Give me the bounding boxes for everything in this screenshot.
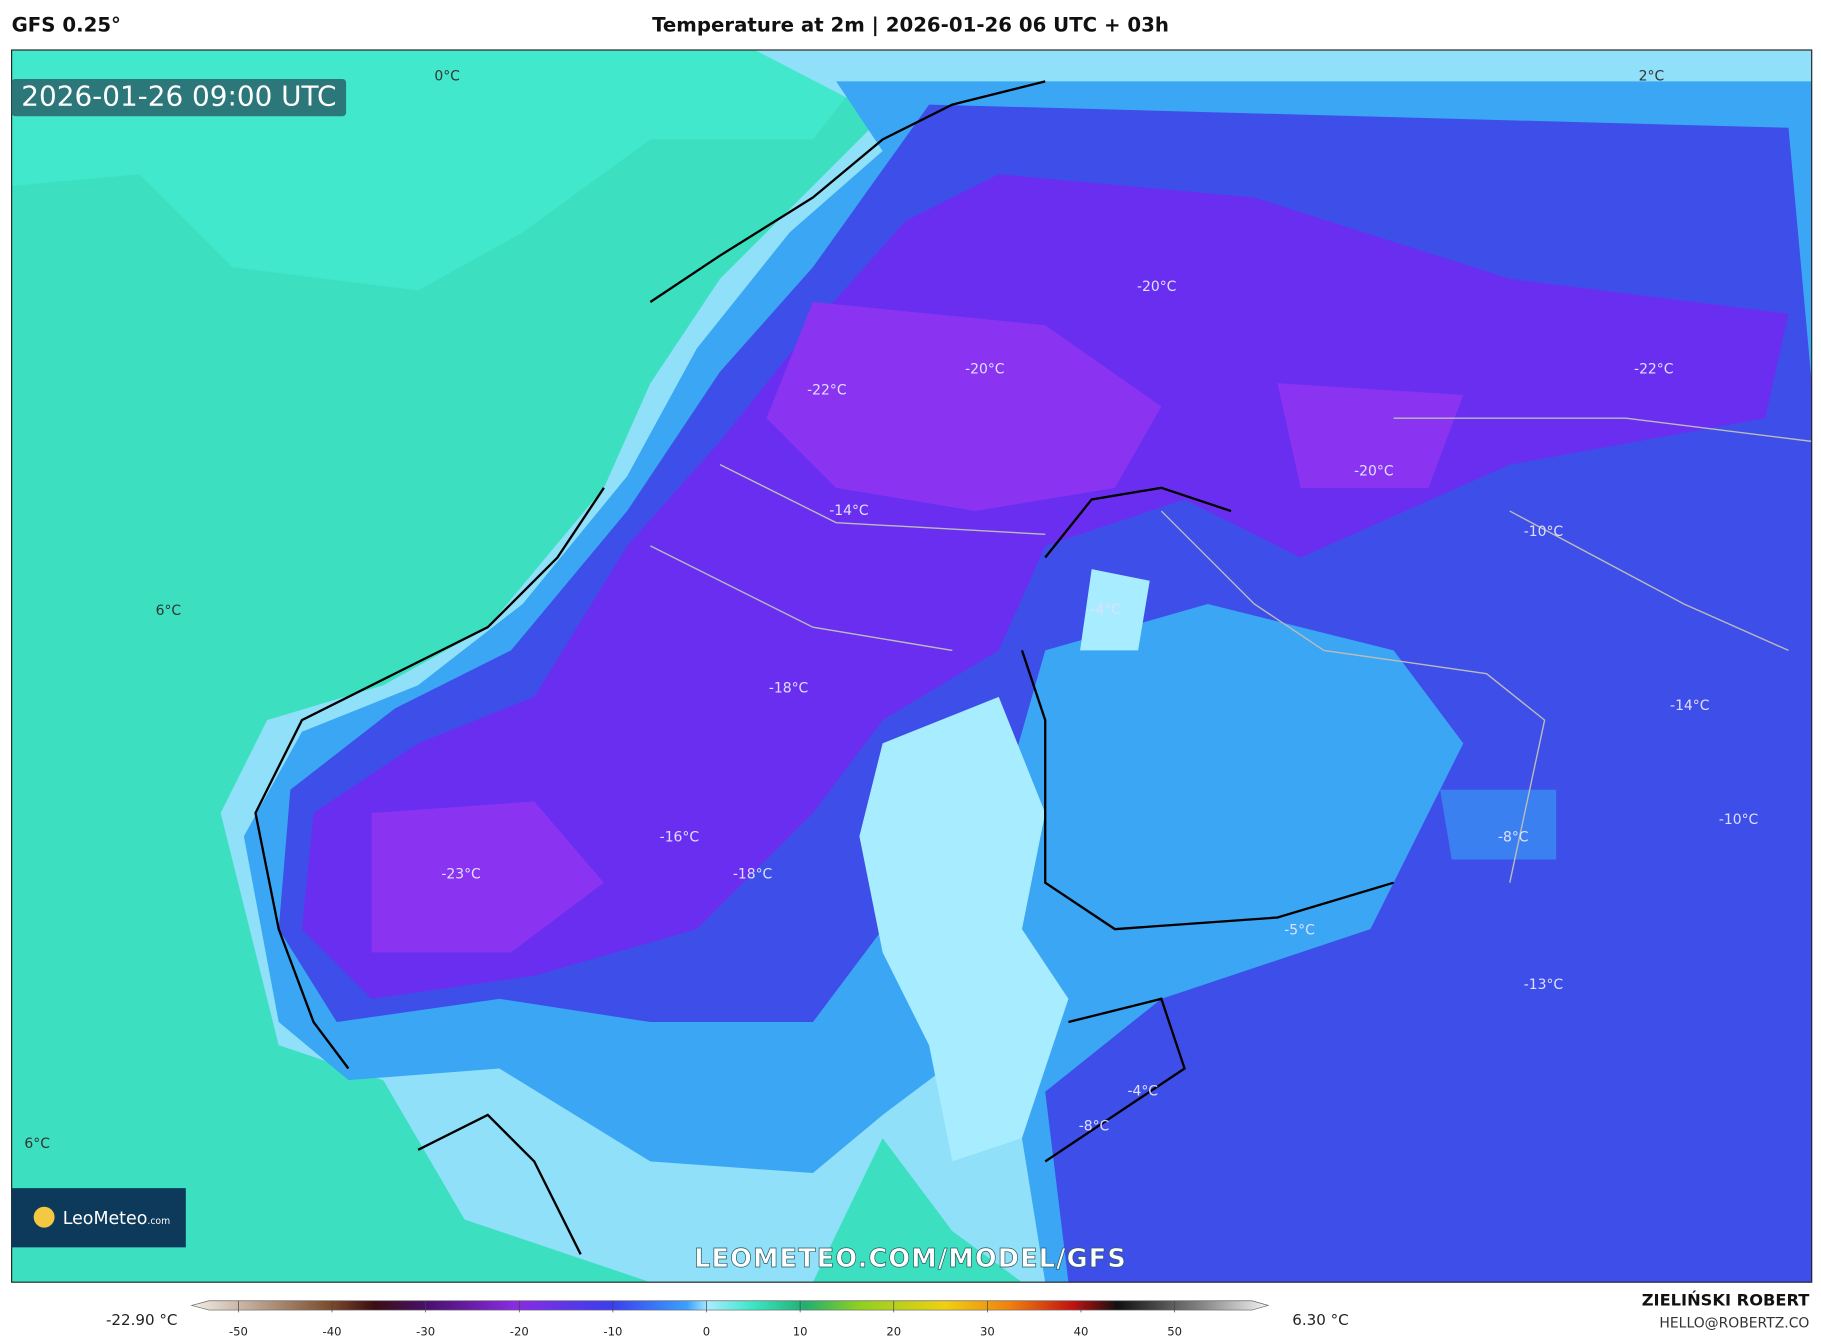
max-value: 6.30 °C bbox=[1292, 1311, 1348, 1329]
logo-suffix: .com bbox=[147, 1216, 170, 1227]
map-field bbox=[11, 49, 1812, 1283]
contour-label: -16°C bbox=[660, 829, 699, 845]
colorbar-tick-label: 30 bbox=[980, 1325, 995, 1338]
colorbar-tick-label: 20 bbox=[886, 1325, 901, 1338]
contour-label: -22°C bbox=[807, 382, 846, 398]
contour-label: -4°C bbox=[1090, 602, 1121, 618]
contour-label: -10°C bbox=[1524, 524, 1563, 540]
contour-label: -8°C bbox=[1079, 1119, 1110, 1135]
colorbar-tick-label: 10 bbox=[793, 1325, 808, 1338]
colorbar-tick-label: -50 bbox=[229, 1325, 248, 1338]
colorbar-tick-label: 40 bbox=[1074, 1325, 1089, 1338]
contour-label: -18°C bbox=[733, 867, 772, 883]
credit-email: HELLO@ROBERTZ.CO bbox=[1659, 1315, 1809, 1331]
contour-labels: 0°C 2°C 6°C 6°C -20°C -20°C -22°C -22°C -20°C -14… bbox=[24, 69, 1758, 1152]
colorbar-tick-label: -10 bbox=[603, 1325, 622, 1338]
contour-label: -18°C bbox=[769, 681, 808, 697]
model-name: GFS 0.25° bbox=[12, 13, 121, 36]
logo-name: LeoMeteo bbox=[63, 1209, 148, 1229]
timestamp: 2026-01-26 09:00 UTC bbox=[21, 80, 336, 113]
contour-label: -22°C bbox=[1634, 361, 1673, 377]
colorbar-tick-label: 0 bbox=[703, 1325, 710, 1338]
contour-label: -14°C bbox=[1670, 698, 1709, 714]
contour-label: -20°C bbox=[1137, 279, 1176, 295]
logo-text: LeoMeteo.com bbox=[63, 1209, 170, 1229]
contour-label: -13°C bbox=[1524, 977, 1563, 993]
colorbar: -50 -40 -30 -20 -10 0 10 20 30 40 50 bbox=[190, 1300, 1270, 1338]
min-value: -22.90 °C bbox=[106, 1311, 177, 1329]
colorbar-tick-label: -40 bbox=[323, 1325, 342, 1338]
contour-label: -8°C bbox=[1498, 829, 1529, 845]
contour-label: -20°C bbox=[1354, 464, 1393, 480]
colorbar-tick-label: 50 bbox=[1167, 1325, 1182, 1338]
contour-label: -5°C bbox=[1284, 922, 1315, 938]
colorbar-tick-label: -20 bbox=[510, 1325, 529, 1338]
contour-label: 6°C bbox=[24, 1136, 50, 1152]
credit-name: ZIELIŃSKI ROBERT bbox=[1642, 1290, 1810, 1309]
contour-label: 2°C bbox=[1639, 69, 1665, 85]
watermark: LEOMETEO.COM/MODEL/GFS bbox=[694, 1244, 1127, 1274]
logo-sun bbox=[33, 1206, 55, 1228]
map-title: Temperature at 2m | 2026-01-26 06 UTC + … bbox=[652, 13, 1169, 36]
timestamp-box bbox=[11, 79, 347, 117]
contour-label: -10°C bbox=[1719, 812, 1758, 828]
colorbar-tick-label: -30 bbox=[416, 1325, 435, 1338]
contour-label: -20°C bbox=[965, 361, 1004, 377]
contour-label: -14°C bbox=[829, 503, 868, 519]
contour-label: -23°C bbox=[441, 867, 480, 883]
contour-label: -4°C bbox=[1127, 1084, 1158, 1100]
contour-label: 6°C bbox=[156, 603, 182, 619]
contour-label: 0°C bbox=[434, 69, 460, 85]
